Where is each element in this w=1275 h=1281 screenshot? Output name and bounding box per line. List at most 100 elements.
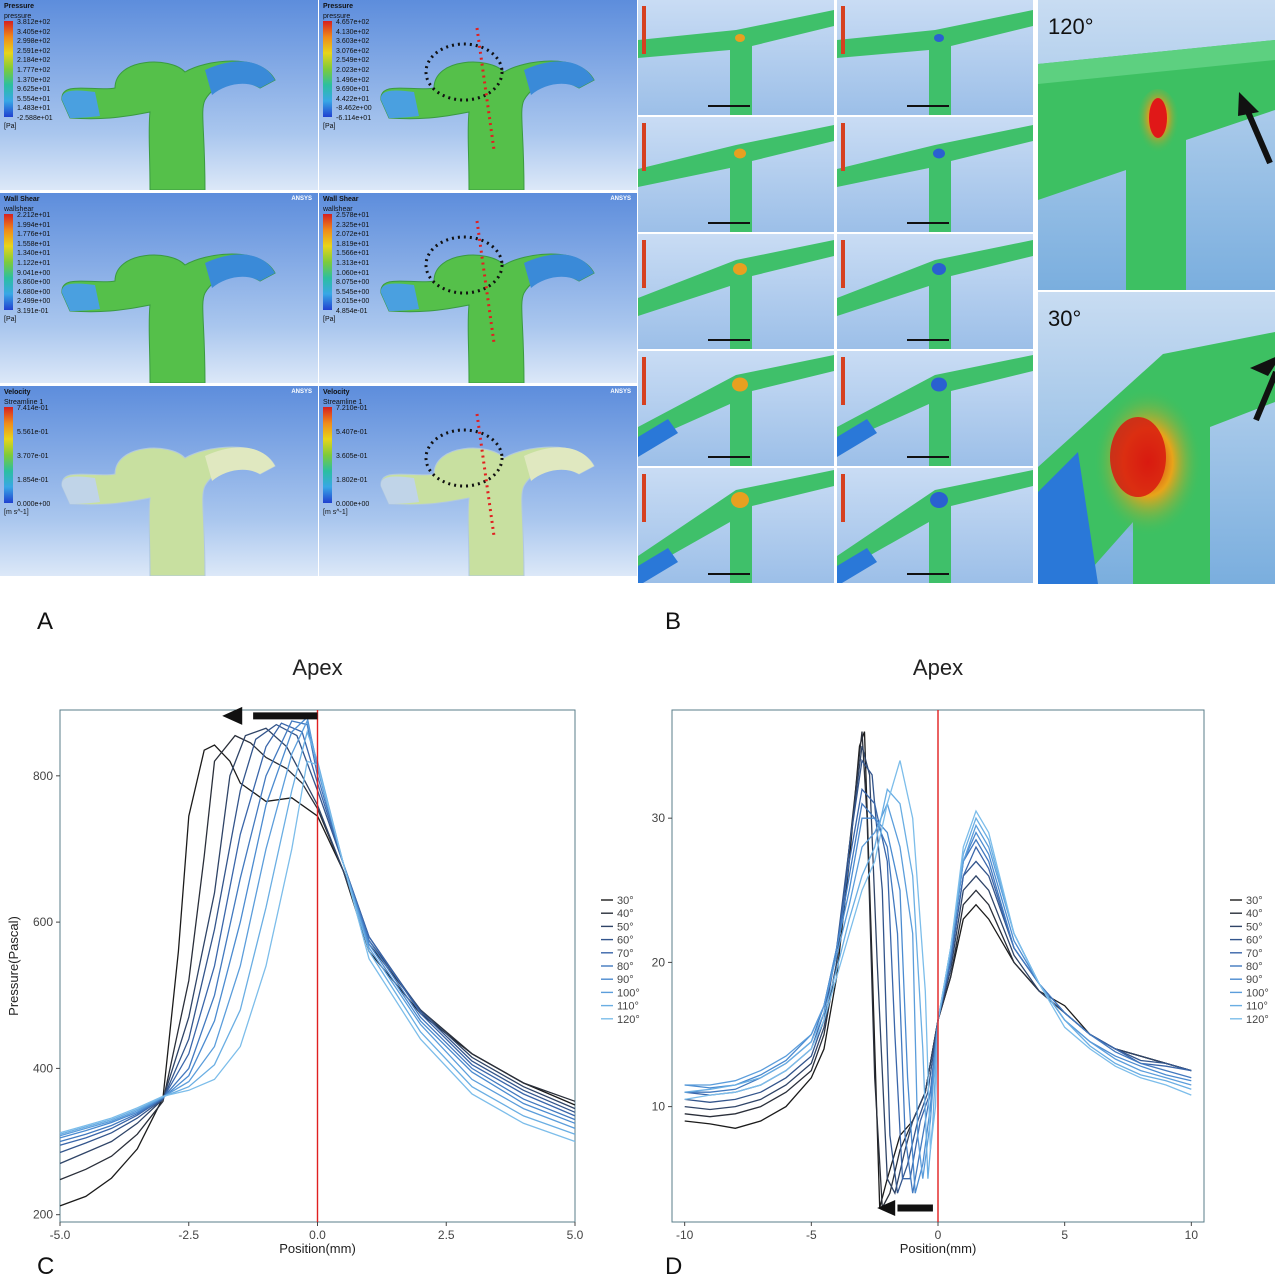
angle-thumbnail-2-wss xyxy=(837,117,1033,232)
ansys-logo: ANSYS xyxy=(291,196,312,202)
panel-letter-a: A xyxy=(37,608,54,635)
legend-tick: -6.114e+01 xyxy=(336,115,372,122)
legend-tick: -8.462e+00 xyxy=(336,105,372,113)
angle-thumbnail-4-wss xyxy=(837,351,1033,466)
legend-color-bar xyxy=(4,21,13,117)
legend-tick: 0.000e+00 xyxy=(17,501,51,508)
x-tick-label: 5 xyxy=(1061,1228,1068,1242)
zoom-30: 30° xyxy=(1038,292,1275,584)
angle-thumbnail-4-pressure xyxy=(638,351,834,466)
legend-tick: 2.184e+02 xyxy=(17,57,51,65)
legend-color-bar xyxy=(4,214,13,310)
legend-tick: 1.854e-01 xyxy=(17,477,49,484)
color-legend: Pressure pressure 3.812e+02 3.405e+02 2.998e… xyxy=(4,2,53,130)
series-line-100deg xyxy=(59,719,576,1137)
panel-a-cell-pressure-plain: Pressure pressure 3.812e+02 3.405e+02 2.998e… xyxy=(0,0,318,190)
legend-entry: 30° xyxy=(617,895,634,907)
legend-tick: 3.076e+02 xyxy=(336,47,370,55)
vessel-render xyxy=(61,60,276,190)
legend-title: Pressure xyxy=(4,3,34,10)
bifurcation-30-render xyxy=(1038,332,1275,584)
legend-tick: 2.072e+01 xyxy=(336,231,370,239)
series-line-110deg xyxy=(684,787,1192,1179)
legend-title: Pressure xyxy=(323,3,353,10)
y-axis-label: Pressure(Pascal) xyxy=(6,916,21,1016)
legend-unit: [m s^-1] xyxy=(323,509,348,516)
legend-tick: 3.605e-01 xyxy=(336,453,368,460)
legend-color-bar xyxy=(323,21,332,117)
bifurcation-120-render xyxy=(1038,40,1275,290)
legend-tick: 1.566e+01 xyxy=(336,250,370,258)
vessel-render xyxy=(380,220,595,383)
legend-tick: 1.060e+01 xyxy=(336,269,370,277)
x-tick-label: 0.0 xyxy=(309,1228,326,1242)
legend-unit: [Pa] xyxy=(4,316,17,323)
y-tick-label: 400 xyxy=(33,1061,53,1075)
vessel-render xyxy=(380,413,595,576)
series-line-120deg xyxy=(59,760,576,1143)
legend-entry: 70° xyxy=(617,948,634,960)
legend-tick: 5.554e+01 xyxy=(17,95,51,103)
series-line-70deg xyxy=(59,722,576,1146)
legend-entry: 30° xyxy=(1246,895,1263,907)
apex-region-circle xyxy=(424,428,504,488)
angle-120-label: 120° xyxy=(1048,14,1094,39)
bifurcation-thumb xyxy=(837,123,1033,232)
legend-tick: 1.819e+01 xyxy=(336,240,370,248)
sampling-line xyxy=(475,220,496,344)
angle-thumbnail-3-pressure xyxy=(638,234,834,349)
legend-title: Wall Shear xyxy=(323,196,359,203)
legend-entry: 100° xyxy=(617,987,640,999)
vessel-render xyxy=(61,446,276,576)
legend-tick: 1.370e+02 xyxy=(17,76,51,84)
x-tick-label: 10 xyxy=(1185,1228,1199,1242)
panel-a-cell-streamline-1-annotated: Velocity Streamline 1 7.210e-01 5.407e-01 3.… xyxy=(319,386,637,576)
legend-subtitle: Streamline 1 xyxy=(4,398,44,406)
bifurcation-thumb xyxy=(837,355,1033,466)
legend-tick: 1.776e+01 xyxy=(17,231,51,239)
legend-tick: 5.561e-01 xyxy=(17,429,49,436)
bifurcation-thumb xyxy=(837,470,1033,583)
legend-entry: 120° xyxy=(1246,1014,1269,1026)
legend-title: Velocity xyxy=(4,389,31,396)
bifurcation-thumb xyxy=(837,240,1033,349)
panel-a-cell-wallshear-plain: Wall Shear wallshear 2.212e+01 1.994e+01 1.7… xyxy=(0,193,318,383)
bifurcation-thumb xyxy=(837,6,1033,115)
legend-tick: 2.549e+02 xyxy=(336,57,370,65)
y-tick-label: 800 xyxy=(33,769,53,783)
zoom-120: 120° xyxy=(1038,0,1275,290)
chart-pressure-apex: Apex -5.0 -2.5 0.0 2.5 5.0 200 400 600 800 Positio… xyxy=(6,655,640,1256)
legend-tick: 1.802e-01 xyxy=(336,477,368,484)
legend-tick: 2.578e+01 xyxy=(336,212,370,219)
x-tick-label: -5 xyxy=(806,1228,817,1242)
x-axis-label: Position(mm) xyxy=(900,1241,977,1256)
series-line-80deg xyxy=(59,720,576,1143)
legend-color-bar xyxy=(4,407,13,503)
legend-tick: 2.591e+02 xyxy=(17,47,51,55)
angle-thumbnail-5-wss xyxy=(837,468,1033,583)
legend-tick: 2.212e+01 xyxy=(17,212,51,219)
bifurcation-thumb xyxy=(638,240,834,349)
y-tick-label: 20 xyxy=(652,955,666,969)
legend-entry: 70° xyxy=(1246,948,1263,960)
legend-tick: 2.998e+02 xyxy=(17,38,51,46)
panel-letter-d: D xyxy=(665,1253,683,1280)
legend-subtitle: Streamline 1 xyxy=(323,398,363,406)
legend-tick: 1.313e+01 xyxy=(336,260,370,267)
legend-tick: 7.414e-01 xyxy=(17,405,49,412)
legend-tick: 6.860e+00 xyxy=(17,279,51,287)
panel-a-cell-pressure-annotated: Pressure pressure 4.657e+02 4.130e+02 3.603e… xyxy=(319,0,637,190)
chart-title: Apex xyxy=(292,655,342,680)
ansys-logo: ANSYS xyxy=(610,196,631,202)
legend-tick: 1.483e+01 xyxy=(17,105,51,113)
legend-subtitle: wallshear xyxy=(4,205,34,213)
legend-tick: 5.545e+00 xyxy=(336,288,370,296)
legend-tick: -2.588e+01 xyxy=(17,115,53,122)
legend-tick: 1.122e+01 xyxy=(17,260,51,267)
panel-letter-c: C xyxy=(37,1253,55,1280)
legend-tick: 9.625e+01 xyxy=(17,86,51,94)
legend-tick: 1.496e+02 xyxy=(336,76,370,84)
legend-entry: 80° xyxy=(617,961,634,973)
color-legend: Velocity Streamline 1 7.414e-01 5.561e-01 3.… xyxy=(4,388,50,516)
legend-tick: 4.422e+01 xyxy=(336,95,370,103)
